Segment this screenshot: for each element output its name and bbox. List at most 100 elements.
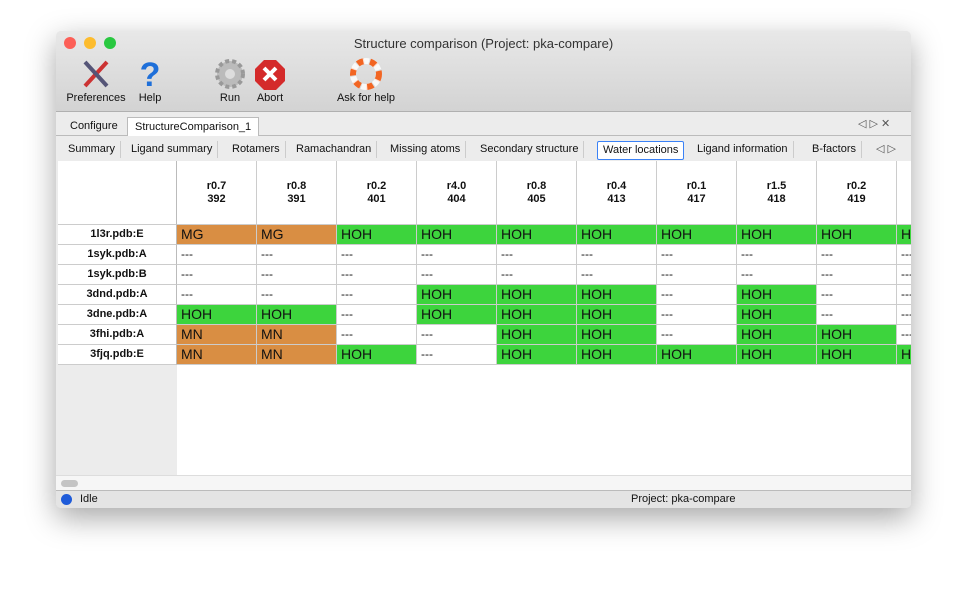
table-cell: ---: [337, 245, 417, 265]
run-icon: [215, 59, 245, 89]
row-label: 1syk.pdb:B: [58, 265, 177, 285]
table-cell: ---: [417, 265, 497, 285]
table-cell: ---: [337, 265, 417, 285]
svg-text:?: ?: [140, 58, 161, 90]
table-cell: HOH: [497, 305, 577, 325]
table-cell: HOH: [737, 325, 817, 345]
column-header: r0.7 392: [177, 161, 257, 225]
corner-cell: [58, 161, 177, 225]
table-cell: HOH: [497, 225, 577, 245]
table-cell: ---: [577, 245, 657, 265]
column-name: r0.2: [846, 180, 867, 192]
table-cell: HOH: [817, 345, 897, 365]
table-cell: MN: [177, 345, 257, 365]
toolbar-button[interactable]: Preferences: [56, 58, 136, 104]
subtab[interactable]: Ligand summary: [126, 141, 219, 158]
window: Structure comparison (Project: pka-compa…: [56, 31, 911, 508]
toolbar-button[interactable]: Run: [190, 58, 270, 104]
table-cell: ---: [257, 265, 337, 285]
table-cell: HOH: [577, 305, 657, 325]
table-cell: HOH: [497, 345, 577, 365]
table-cell: ---: [257, 285, 337, 305]
scroll-thumb[interactable]: [61, 480, 78, 487]
column-name: r0.4: [606, 180, 627, 192]
minimize-button[interactable]: [84, 37, 96, 49]
table-cell: ---: [897, 305, 911, 325]
table-cell: HOH: [817, 325, 897, 345]
toolbar-button[interactable]: Ask for help: [326, 58, 406, 104]
column-number: 417: [687, 193, 706, 205]
status-icon: [61, 494, 72, 505]
zoom-button[interactable]: [104, 37, 116, 49]
toolbar-label: Ask for help: [336, 92, 396, 104]
ask-icon: [350, 58, 382, 90]
scrollbar[interactable]: [56, 475, 911, 491]
table-cell: HOH: [897, 345, 911, 365]
table-cell: ---: [897, 285, 911, 305]
column-name: r0.8: [526, 180, 547, 192]
row-label: 3fjq.pdb:E: [58, 345, 177, 365]
table-cell: HOH: [257, 305, 337, 325]
close-button[interactable]: [64, 37, 76, 49]
table-cell: MN: [177, 325, 257, 345]
subtab-nav[interactable]: ◁ ▷: [876, 143, 896, 155]
table-cell: ---: [417, 245, 497, 265]
subtab[interactable]: Missing atoms: [385, 141, 467, 158]
table-cell: HOH: [417, 225, 497, 245]
column-name: r0.7: [206, 180, 227, 192]
table-cell: HOH: [737, 285, 817, 305]
table-cell: HOH: [577, 285, 657, 305]
title-bar: Structure comparison (Project: pka-compa…: [56, 31, 911, 112]
subtab[interactable]: Ramachandran: [291, 141, 378, 158]
table-cell: ---: [817, 305, 897, 325]
table-cell: HOH: [417, 285, 497, 305]
table-cell: ---: [337, 325, 417, 345]
table-cell: MN: [257, 345, 337, 365]
tab[interactable]: Configure: [70, 120, 118, 132]
table-cell: HOH: [177, 305, 257, 325]
table: 1l3r.pdb:E 1syk.pdb:A 1syk.pdb:B 3dnd.pdb:A…: [58, 161, 911, 475]
help-icon: ?: [140, 58, 161, 90]
column-header: r0.8 391: [257, 161, 337, 225]
subtab-active[interactable]: Water locations: [597, 141, 685, 160]
column-name: r1.5: [766, 180, 787, 192]
column-number: 401: [367, 193, 386, 205]
subtab[interactable]: Ligand information: [692, 141, 794, 158]
table-cell: ---: [177, 245, 257, 265]
table-cell: ---: [177, 285, 257, 305]
column-number: 392: [207, 193, 226, 205]
table-cell: HOH: [417, 305, 497, 325]
table-cell: ---: [657, 305, 737, 325]
subtab[interactable]: Summary: [63, 141, 122, 158]
subtab[interactable]: B-factors: [807, 141, 863, 158]
abort-icon: [255, 60, 285, 90]
table-cell: HOH: [577, 325, 657, 345]
column-header: r0.2 419: [817, 161, 897, 225]
column-number: 419: [847, 193, 866, 205]
row-label: 3fhi.pdb:A: [58, 325, 177, 345]
status-bar: Idle Project: pka-compare: [56, 490, 911, 508]
status-text: Idle: [80, 493, 98, 505]
column-header: r1.5 418: [737, 161, 817, 225]
table-cell: ---: [337, 305, 417, 325]
subtab[interactable]: Rotamers: [227, 141, 286, 158]
column-header: r0.8 405: [497, 161, 577, 225]
row-label: 1l3r.pdb:E: [58, 225, 177, 245]
table-cell: ---: [657, 245, 737, 265]
tab-nav[interactable]: ◁ ▷ ✕: [858, 118, 891, 130]
table-cell: HOH: [737, 225, 817, 245]
column-header: r0.1 417: [657, 161, 737, 225]
table-cell: ---: [817, 285, 897, 305]
column-header: [897, 161, 911, 225]
table-cell: HOH: [897, 225, 911, 245]
table-cell: MG: [257, 225, 337, 245]
toolbar-button[interactable]: ? Help: [110, 58, 190, 104]
table-cell: HOH: [737, 345, 817, 365]
column-name: r0.8: [286, 180, 307, 192]
tab-active[interactable]: StructureComparison_1: [127, 117, 260, 136]
table-cell: ---: [897, 265, 911, 285]
subtab[interactable]: Secondary structure: [475, 141, 585, 158]
toolbar-button[interactable]: Abort: [230, 58, 310, 104]
table-cell: ---: [577, 265, 657, 285]
